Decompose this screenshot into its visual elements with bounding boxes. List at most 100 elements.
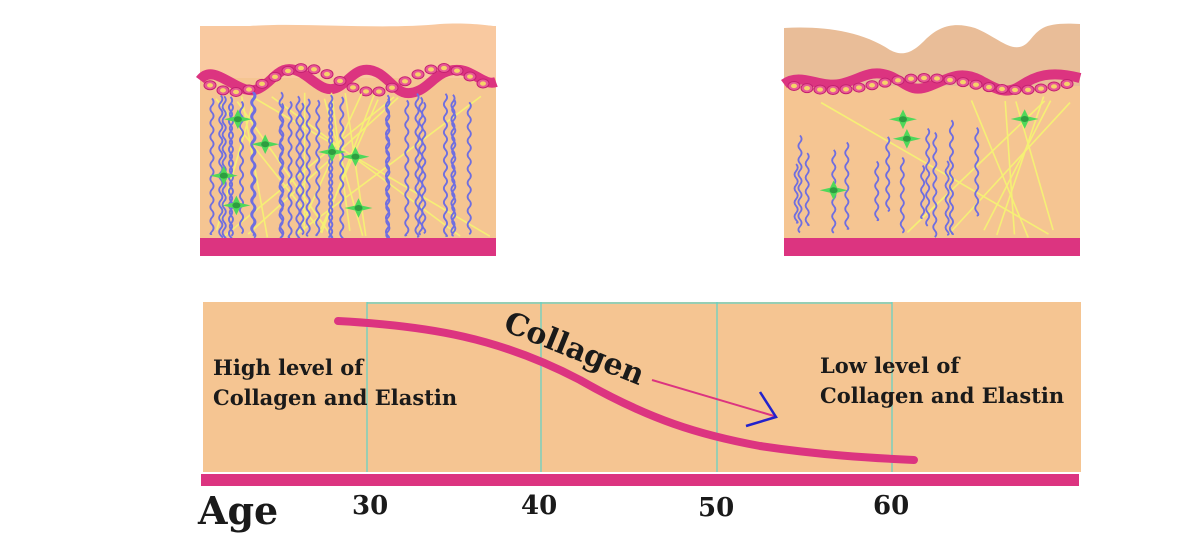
collagen-fiber: [970, 100, 1029, 238]
tick-label-40: 40: [521, 491, 557, 521]
tick-label-60: 60: [873, 491, 909, 521]
cell-nucleus: [986, 84, 992, 90]
fibroblast-nucleus: [233, 116, 242, 123]
elastin-fiber: [328, 94, 334, 239]
elastin-fiber: [925, 127, 931, 227]
tick-label-50: 50: [698, 493, 734, 523]
cell-nucleus: [1025, 87, 1031, 92]
collagen-fiber: [296, 95, 482, 235]
collagen-decline-curve: [334, 317, 918, 464]
cell-nucleus: [921, 75, 927, 81]
fibroblast-nucleus: [219, 172, 228, 179]
elastin-fiber: [305, 98, 311, 237]
high-level-label-line1: High level of: [213, 355, 365, 380]
cell-nucleus: [804, 85, 810, 91]
cell-nucleus: [298, 65, 304, 71]
elastin-fiber: [414, 92, 420, 238]
elastin-fiber: [793, 163, 799, 224]
elastin-fiber: [315, 99, 321, 237]
fibroblast-nucleus: [232, 202, 241, 209]
fibroblast-nucleus: [1020, 115, 1029, 122]
fibroblast-nucleus: [261, 141, 270, 148]
cell-nucleus: [1012, 87, 1018, 93]
elastin-fiber: [844, 141, 850, 230]
cell-nucleus: [389, 85, 395, 90]
fibroblast-nucleus: [354, 205, 363, 212]
cell-nucleus: [337, 78, 343, 84]
cell-nucleus: [246, 87, 252, 92]
cell-nucleus: [207, 83, 213, 88]
high-level-label-line2: Collagen and Elastin: [213, 385, 457, 410]
cell-nucleus: [376, 89, 382, 94]
elastin-fiber: [251, 91, 257, 239]
aged-dermal-junction: [781, 68, 1082, 96]
fibroblast-nucleus: [898, 116, 907, 123]
aged-epidermis: [784, 23, 1080, 86]
cell-nucleus: [428, 67, 434, 72]
collagen-fiber: [983, 100, 1052, 231]
elastin-fiber: [385, 94, 391, 239]
elastin-fiber: [874, 160, 880, 222]
cell-nucleus: [467, 74, 473, 79]
cell-nucleus: [830, 87, 836, 93]
young-epidermal-cells: [203, 63, 490, 97]
elastin-fiber: [278, 91, 284, 239]
low-level-label-line1: Low level of: [820, 353, 961, 378]
cell-nucleus: [856, 85, 862, 90]
elastin-fiber: [899, 156, 905, 234]
elastin-fiber: [442, 93, 448, 237]
cell-nucleus: [441, 65, 447, 71]
age-axis-bar: [201, 474, 1079, 486]
cell-nucleus: [220, 88, 226, 93]
elastin-fiber: [920, 164, 926, 220]
collagen-fiber: [1004, 100, 1016, 235]
cell-nucleus: [947, 77, 953, 83]
fibroblast-nucleus: [351, 153, 360, 160]
elastin-fiber: [804, 152, 810, 227]
elastin-fiber: [932, 131, 938, 238]
age-axis-title: Age: [197, 488, 278, 533]
cell-nucleus: [869, 83, 875, 88]
collagen-fiber: [247, 97, 399, 235]
trend-arrow-head: [745, 391, 778, 428]
cell-nucleus: [908, 76, 914, 81]
cell-nucleus: [843, 87, 849, 92]
cell-nucleus: [1064, 81, 1070, 87]
elastin-fiber: [944, 160, 950, 236]
cell-nucleus: [791, 83, 797, 89]
cell-nucleus: [480, 81, 486, 86]
elastin-fiber: [450, 94, 456, 235]
cell-nucleus: [454, 68, 460, 73]
fibroblast-nucleus: [902, 135, 911, 142]
aged-dermal-fibers: [793, 96, 1071, 238]
trend-arrow-line: [651, 379, 775, 417]
cell-nucleus: [350, 85, 356, 90]
cell-nucleus: [233, 89, 239, 95]
elastin-fiber: [299, 102, 305, 236]
aged-basement-membrane: [784, 238, 1080, 256]
tick-label-30: 30: [352, 491, 388, 521]
age-graph: Collagen High level of Collagen and Elas…: [197, 302, 1081, 533]
cell-nucleus: [934, 76, 940, 81]
elastin-fiber: [404, 99, 410, 237]
elastin-fiber: [948, 119, 954, 236]
elastin-fiber: [974, 127, 980, 217]
cell-nucleus: [960, 79, 966, 85]
cell-nucleus: [1038, 86, 1044, 91]
cell-nucleus: [415, 72, 421, 77]
cell-nucleus: [1051, 84, 1057, 89]
cell-nucleus: [895, 78, 901, 83]
graph-background: [203, 302, 1081, 472]
cell-nucleus: [285, 68, 291, 74]
elastin-fiber: [250, 91, 256, 236]
collagen-fiber: [236, 101, 333, 237]
cell-nucleus: [817, 87, 823, 92]
cell-nucleus: [272, 74, 278, 80]
elastin-fiber: [797, 134, 803, 234]
cell-nucleus: [324, 71, 330, 77]
elastin-fiber: [885, 136, 891, 213]
fibroblast-nucleus: [829, 187, 838, 194]
elastin-fiber: [339, 96, 345, 240]
cell-nucleus: [363, 89, 369, 94]
